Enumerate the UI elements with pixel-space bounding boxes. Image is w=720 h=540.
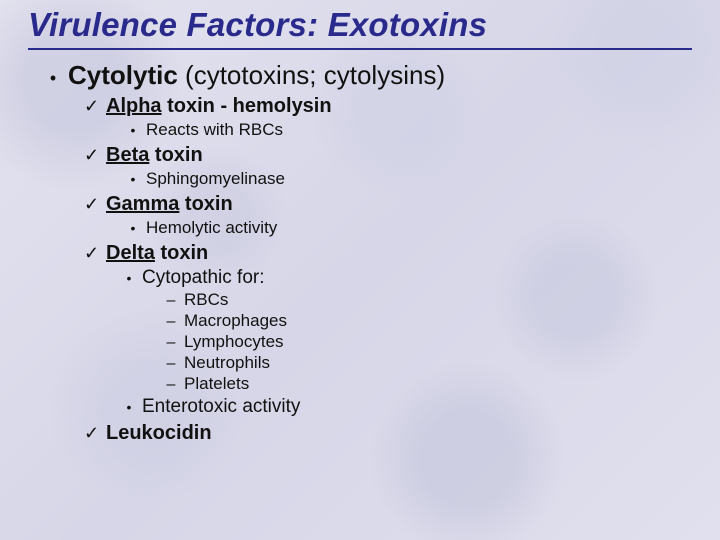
l1-rest: (cytotoxins; cytolysins): [178, 60, 445, 90]
delta-rest: toxin: [155, 242, 208, 264]
target-c: Lymphocytes: [184, 332, 284, 352]
check-icon: ✓: [84, 244, 102, 262]
slide-title: Virulence Factors: Exotoxins: [28, 6, 692, 50]
dash-icon: –: [164, 335, 178, 351]
l1-bold: Cytolytic: [68, 60, 178, 90]
delta-target-b: – Macrophages: [164, 311, 692, 331]
delta-target-c: – Lymphocytes: [164, 332, 692, 352]
beta-rest: toxin: [149, 144, 202, 166]
item-alpha: ✓ Alpha toxin - hemolysin: [84, 95, 692, 118]
delta-target-e: – Platelets: [164, 374, 692, 394]
leuko-label: Leukocidin: [106, 422, 212, 445]
check-icon: ✓: [84, 97, 102, 115]
delta-cyto: • Cytopathic for:: [122, 267, 692, 289]
delta-label: Delta toxin: [106, 242, 208, 265]
item-leuko: ✓ Leukocidin: [84, 422, 692, 445]
slide: Virulence Factors: Exotoxins • Cytolytic…: [0, 0, 720, 453]
beta-label: Beta toxin: [106, 144, 203, 167]
beta-sub: • Sphingomyelinase: [126, 169, 692, 189]
delta-entero: • Enterotoxic activity: [122, 396, 692, 418]
disc-icon: •: [126, 221, 140, 235]
gamma-sub-text: Hemolytic activity: [146, 218, 277, 238]
target-e: Platelets: [184, 374, 249, 394]
beta-sub-text: Sphingomyelinase: [146, 169, 285, 189]
item-beta: ✓ Beta toxin: [84, 144, 692, 167]
bullet-l1-cytolytic: • Cytolytic (cytotoxins; cytolysins): [46, 60, 692, 91]
alpha-sub-text: Reacts with RBCs: [146, 120, 283, 140]
gamma-label: Gamma toxin: [106, 193, 233, 216]
disc-icon: •: [126, 123, 140, 137]
alpha-rest: toxin - hemolysin: [162, 95, 332, 117]
delta-underline: Delta: [106, 242, 155, 264]
alpha-label: Alpha toxin - hemolysin: [106, 95, 332, 118]
disc-icon: •: [46, 69, 60, 87]
item-delta: ✓ Delta toxin: [84, 242, 692, 265]
delta-cyto-text: Cytopathic for:: [142, 267, 265, 289]
dash-icon: –: [164, 293, 178, 309]
dash-icon: –: [164, 377, 178, 393]
gamma-sub: • Hemolytic activity: [126, 218, 692, 238]
disc-icon: •: [122, 400, 136, 414]
alpha-sub: • Reacts with RBCs: [126, 120, 692, 140]
disc-icon: •: [126, 172, 140, 186]
target-b: Macrophages: [184, 311, 287, 331]
delta-entero-text: Enterotoxic activity: [142, 396, 300, 418]
l1-text-wrap: Cytolytic (cytotoxins; cytolysins): [68, 60, 445, 91]
dash-icon: –: [164, 356, 178, 372]
check-icon: ✓: [84, 424, 102, 442]
gamma-rest: toxin: [179, 193, 232, 215]
dash-icon: –: [164, 314, 178, 330]
delta-target-a: – RBCs: [164, 290, 692, 310]
target-a: RBCs: [184, 290, 228, 310]
alpha-underline: Alpha: [106, 95, 162, 117]
beta-underline: Beta: [106, 144, 149, 166]
check-icon: ✓: [84, 146, 102, 164]
target-d: Neutrophils: [184, 353, 270, 373]
delta-target-d: – Neutrophils: [164, 353, 692, 373]
gamma-underline: Gamma: [106, 193, 179, 215]
item-gamma: ✓ Gamma toxin: [84, 193, 692, 216]
check-icon: ✓: [84, 195, 102, 213]
disc-icon: •: [122, 271, 136, 285]
